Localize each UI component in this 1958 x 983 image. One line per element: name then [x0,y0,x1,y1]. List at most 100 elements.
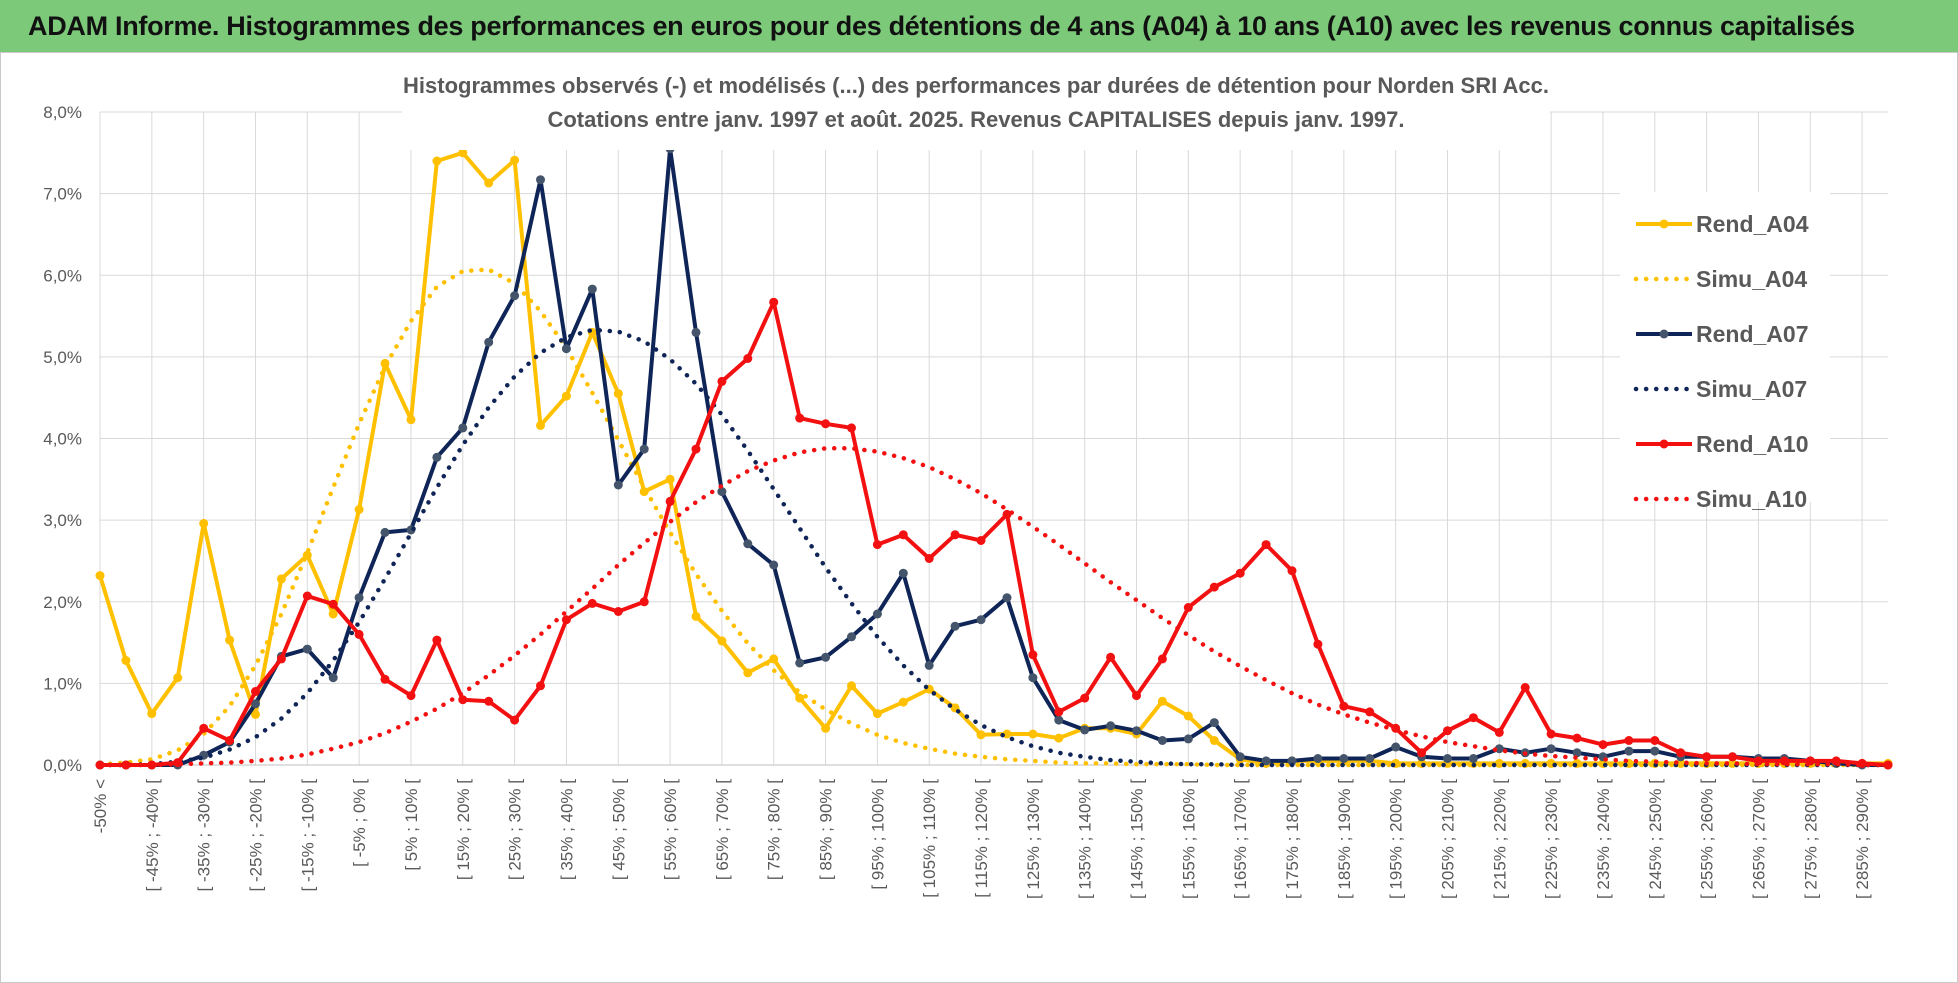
point-rend-a10 [950,530,960,540]
legend-marker-rend-a07 [1659,329,1669,339]
x-tick-label: [ 165% ; 170% [ [1231,779,1250,899]
series-line-simu-a07 [97,327,1891,768]
point-rend-a07 [1157,736,1167,745]
point-rend-a10 [1339,701,1349,711]
point-rend-a10 [1365,707,1375,717]
x-tick-label: [ 235% ; 240% [ [1594,779,1613,899]
point-rend-a07 [821,652,831,662]
x-tick-label: [ -35% ; -30% [ [195,779,214,892]
point-rend-a10 [1209,582,1219,592]
legend-marker-rend-a10 [1659,439,1669,449]
point-rend-a04 [173,673,183,683]
point-rend-a10 [665,496,675,506]
point-rend-a07 [432,452,442,462]
point-rend-a07 [484,337,494,347]
legend-label-rend-a04: Rend_A04 [1696,211,1809,237]
point-rend-a10 [639,597,649,607]
point-rend-a10 [1676,748,1686,758]
point-rend-a04 [1209,736,1219,745]
point-rend-a07 [743,539,753,549]
point-rend-a07 [1002,593,1012,603]
x-tick-label: [ 45% ; 50% [ [609,779,628,880]
x-tick-label: [ 155% ; 160% [ [1179,779,1198,899]
point-rend-a04 [743,668,753,678]
point-rend-a04 [1183,711,1193,721]
point-rend-a10 [1183,603,1193,612]
point-rend-a04 [561,391,571,401]
point-rend-a07 [1650,746,1660,756]
point-rend-a07 [898,568,908,578]
point-rend-a07 [769,560,779,570]
point-rend-a10 [872,540,882,550]
point-rend-a10 [1313,639,1323,649]
point-rend-a07 [510,291,520,301]
point-rend-a04 [328,609,338,619]
x-tick-label: [ 195% ; 200% [ [1387,779,1406,899]
point-rend-a10 [484,696,494,706]
point-rend-a10 [199,723,209,733]
point-rend-a07 [458,423,468,433]
point-rend-a10 [510,715,520,725]
legend-label-simu-a04: Simu_A04 [1696,266,1807,292]
point-rend-a04 [484,178,494,188]
point-rend-a04 [1028,729,1038,739]
y-tick-label: 3,0% [43,511,82,530]
x-tick-label: [ 75% ; 80% [ [765,779,784,880]
point-rend-a04 [665,474,675,484]
point-rend-a07 [1624,746,1634,756]
x-tick-label: [ 15% ; 20% [ [454,779,473,880]
point-rend-a10 [406,691,416,701]
x-tick-label: [ 65% ; 70% [ [713,779,732,880]
chart-gridlines [99,111,1888,766]
x-tick-label: [ 55% ; 60% [ [661,779,680,880]
x-tick-label: [ 265% ; 270% [ [1749,779,1768,899]
point-rend-a10 [1157,654,1167,664]
point-rend-a10 [432,635,442,645]
x-tick-label: [ 85% ; 90% [ [817,779,836,880]
point-rend-a10 [924,554,934,563]
point-rend-a04 [147,709,157,719]
point-rend-a04 [510,155,520,165]
point-rend-a10 [1520,683,1530,692]
point-rend-a10 [354,629,364,639]
point-rend-a10 [1054,707,1064,717]
legend-label-simu-a07: Simu_A07 [1696,376,1807,402]
y-tick-label: 6,0% [43,266,82,285]
point-rend-a10 [847,423,856,433]
point-rend-a04 [717,636,727,646]
chart-title-block: Histogrammes observés (-) et modélisés (… [402,58,1550,150]
point-rend-a10 [1546,729,1556,739]
point-rend-a10 [1002,509,1012,519]
point-rend-a07 [1080,725,1090,735]
point-rend-a10 [1235,568,1245,578]
point-rend-a07 [717,487,727,497]
point-rend-a10 [1106,652,1116,662]
point-rend-a07 [847,632,856,642]
point-rend-a10 [1650,736,1660,745]
point-rend-a07 [251,699,260,709]
point-rend-a10 [1468,713,1478,723]
x-tick-label: [ -45% ; -40% [ [143,779,162,892]
y-tick-label: 1,0% [43,674,82,693]
point-rend-a04 [1054,733,1064,743]
point-rend-a07 [1183,734,1193,744]
point-rend-a07 [354,593,364,603]
point-rend-a04 [847,681,856,691]
point-rend-a10 [795,413,805,423]
x-tick-label: [ 255% ; 260% [ [1698,779,1717,899]
point-rend-a10 [536,681,545,691]
point-rend-a10 [613,607,623,616]
y-tick-label: 4,0% [43,430,82,449]
series-line-rend-a04 [98,150,1888,766]
x-tick-label: [ 25% ; 30% [ [506,779,525,880]
chart-title: Histogrammes observés (-) et modélisés (… [403,73,1549,98]
x-tick-label: [ 115% ; 120% [ [972,779,991,898]
point-rend-a10 [743,354,753,363]
x-axis: -50% < [ -45% ; -40% [[ -35% ; -30% [[ -2… [91,779,1872,899]
point-rend-a04 [432,156,442,166]
point-rend-a10 [1028,650,1038,660]
point-rend-a07 [561,344,571,354]
series-line-simu-a10 [97,446,1891,768]
chart-subtitle: Cotations entre janv. 1997 et août. 2025… [547,107,1404,132]
point-rend-a10 [1443,726,1452,736]
